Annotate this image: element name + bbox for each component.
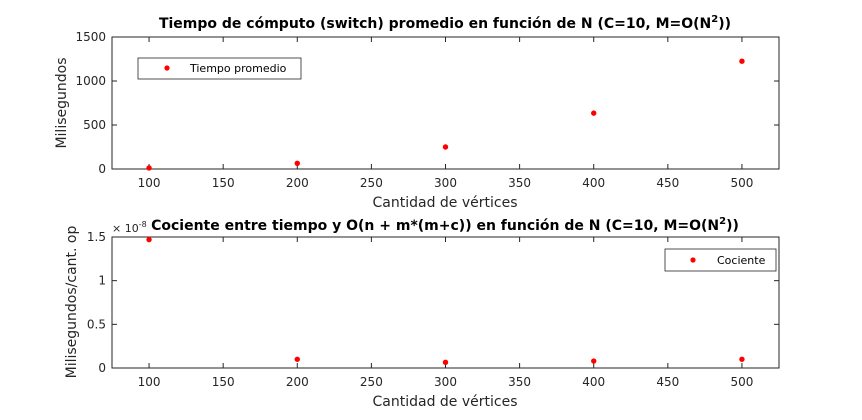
chart-2-x-label: Cantidad de vértices bbox=[373, 394, 518, 410]
chart-1-legend: Tiempo promedio bbox=[137, 57, 302, 80]
chart-2-x-tick-label: 350 bbox=[508, 375, 531, 389]
chart-2-data-point bbox=[739, 356, 745, 362]
chart-2-x-tick-label: 150 bbox=[212, 375, 235, 389]
chart-2-data-point bbox=[442, 359, 449, 366]
chart-1-data-point bbox=[442, 144, 449, 150]
chart-2-x-tick-label: 250 bbox=[360, 375, 383, 389]
chart-2-points bbox=[146, 236, 745, 366]
chart-2-x-tick-label: 200 bbox=[286, 375, 309, 389]
chart-2: Cociente entre tiempo y O(n + m*(m+c)) e… bbox=[64, 216, 780, 410]
chart-1-y-label: Milisegundos bbox=[54, 57, 70, 148]
chart-2-y-label: Milisegundos/cant. op bbox=[64, 226, 80, 379]
chart-2-y-tick-label: 0 bbox=[98, 361, 106, 375]
chart-2-legend-label: Cociente bbox=[717, 254, 766, 267]
chart-1-y-tick-label: 0 bbox=[98, 162, 106, 176]
chart-2-x-tick-label: 300 bbox=[434, 375, 457, 389]
chart-2-y-tick-label: 1.5 bbox=[87, 230, 106, 244]
chart-2-y-tick-label: 0.5 bbox=[87, 317, 106, 331]
chart-1-x-label: Cantidad de vértices bbox=[373, 195, 518, 211]
chart-1-data-point bbox=[739, 58, 745, 64]
chart-2-x-tick-label: 450 bbox=[656, 375, 679, 389]
chart-2-x-tick-label: 400 bbox=[582, 375, 605, 389]
chart-1-x-tick-label: 200 bbox=[286, 176, 309, 190]
chart-1-y-tick-label: 500 bbox=[83, 118, 106, 132]
chart-1-legend-box bbox=[137, 57, 302, 80]
chart-1-legend-label: Tiempo promedio bbox=[189, 62, 287, 75]
chart-1: Tiempo de cómputo (switch) promedio en f… bbox=[54, 14, 780, 211]
chart-2-data-point bbox=[591, 358, 597, 364]
chart-1-y-tick-label: 1500 bbox=[75, 30, 106, 44]
chart-1-data-point bbox=[591, 110, 597, 116]
chart-1-y-ticks: 0 500 1000 1500 bbox=[75, 30, 779, 176]
chart-2-x-tick-label: 500 bbox=[730, 375, 753, 389]
chart-1-x-tick-label: 300 bbox=[434, 176, 457, 190]
chart-1-data-point bbox=[146, 165, 152, 171]
chart-1-data-point bbox=[294, 160, 300, 166]
chart-1-x-tick-label: 250 bbox=[360, 176, 383, 190]
chart-1-title: Tiempo de cómputo (switch) promedio en f… bbox=[159, 14, 731, 32]
chart-2-y-ticks: 0 0.5 1 1.5 bbox=[87, 230, 779, 375]
chart-2-data-point bbox=[146, 236, 152, 243]
chart-2-legend: Cociente bbox=[664, 248, 777, 272]
chart-1-legend-marker bbox=[164, 65, 170, 71]
chart-2-y-tick-label: 1 bbox=[98, 274, 106, 288]
chart-1-x-tick-label: 100 bbox=[138, 176, 161, 190]
chart-1-x-tick-label: 500 bbox=[730, 176, 753, 190]
chart-2-x-tick-label: 100 bbox=[138, 375, 161, 389]
chart-2-legend-box bbox=[664, 248, 777, 272]
chart-2-title: Cociente entre tiempo y O(n + m*(m+c)) e… bbox=[151, 216, 739, 234]
chart-2-exponent: × 10-8 bbox=[112, 220, 147, 235]
chart-1-x-tick-label: 350 bbox=[508, 176, 531, 190]
chart-2-data-point bbox=[294, 356, 300, 362]
chart-1-x-tick-label: 450 bbox=[656, 176, 679, 190]
chart-1-x-ticks: 100 150 200 250 300 350 400 450 500 bbox=[138, 37, 753, 190]
chart-1-points bbox=[146, 58, 745, 171]
chart-1-y-tick-label: 1000 bbox=[75, 74, 106, 88]
chart-1-x-tick-label: 400 bbox=[582, 176, 605, 190]
chart-2-legend-marker bbox=[690, 257, 696, 263]
chart-1-x-tick-label: 150 bbox=[212, 176, 235, 190]
chart-2-x-ticks: 100 150 200 250 300 350 400 450 500 bbox=[138, 237, 753, 389]
